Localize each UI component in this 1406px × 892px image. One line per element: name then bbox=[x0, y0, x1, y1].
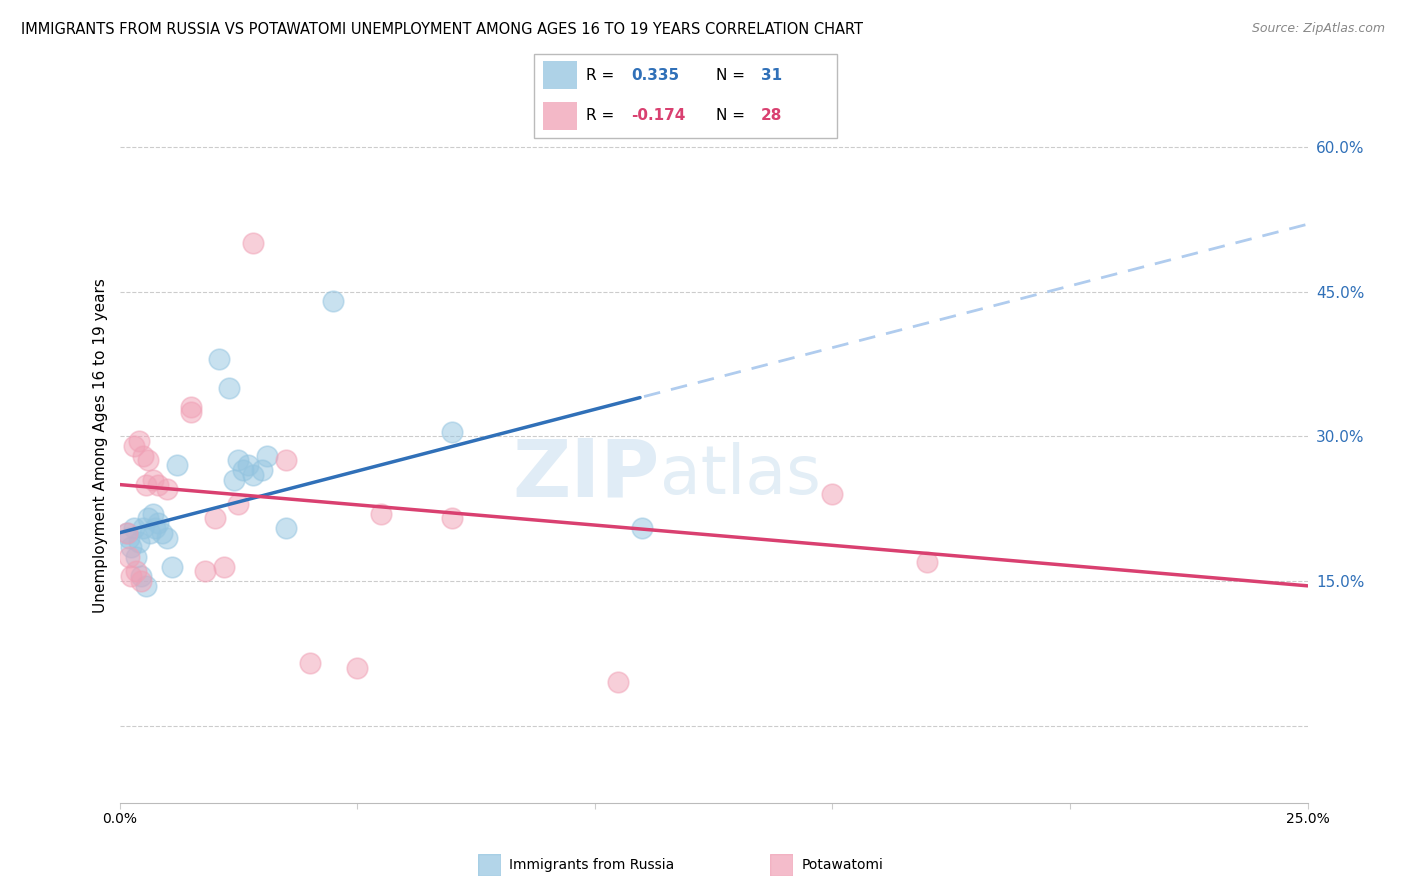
Text: Potawatomi: Potawatomi bbox=[801, 858, 883, 872]
Point bbox=[160, 559, 183, 574]
Text: 31: 31 bbox=[761, 68, 782, 83]
Point bbox=[136, 511, 159, 525]
Text: -0.174: -0.174 bbox=[631, 108, 685, 123]
FancyBboxPatch shape bbox=[534, 54, 837, 138]
Point bbox=[204, 511, 226, 525]
Point bbox=[370, 507, 392, 521]
Point bbox=[208, 352, 231, 367]
Point bbox=[232, 463, 254, 477]
Point bbox=[236, 458, 259, 473]
Point bbox=[139, 525, 162, 540]
Point bbox=[242, 467, 264, 482]
Point bbox=[228, 497, 250, 511]
Point bbox=[441, 511, 464, 525]
Point bbox=[222, 473, 245, 487]
Point bbox=[128, 434, 150, 449]
Point bbox=[322, 294, 344, 309]
Point bbox=[218, 381, 240, 395]
Point bbox=[128, 535, 150, 549]
Point bbox=[122, 439, 145, 453]
Point bbox=[136, 453, 159, 467]
Point bbox=[132, 521, 155, 535]
Point bbox=[120, 541, 142, 555]
Point bbox=[156, 531, 179, 545]
Point bbox=[298, 656, 321, 670]
Bar bbox=[543, 62, 576, 89]
Point bbox=[135, 579, 157, 593]
Point bbox=[146, 477, 169, 491]
Text: 28: 28 bbox=[761, 108, 782, 123]
Bar bbox=[543, 102, 576, 130]
Point bbox=[143, 521, 166, 535]
Text: N =: N = bbox=[716, 108, 749, 123]
Text: atlas: atlas bbox=[659, 442, 821, 508]
Point bbox=[150, 525, 173, 540]
Point bbox=[129, 569, 152, 583]
Text: Source: ZipAtlas.com: Source: ZipAtlas.com bbox=[1251, 22, 1385, 36]
Point bbox=[132, 449, 155, 463]
Point bbox=[115, 525, 138, 540]
Point bbox=[250, 463, 273, 477]
Text: 0.0%: 0.0% bbox=[103, 813, 136, 827]
Point bbox=[441, 425, 464, 439]
Point bbox=[212, 559, 235, 574]
Point bbox=[135, 477, 157, 491]
Point bbox=[115, 525, 138, 540]
Point bbox=[180, 401, 202, 415]
Point bbox=[118, 549, 141, 564]
Point bbox=[156, 483, 179, 497]
Point bbox=[631, 521, 654, 535]
Point bbox=[122, 521, 145, 535]
Text: R =: R = bbox=[586, 108, 619, 123]
Point bbox=[917, 555, 939, 569]
Point bbox=[346, 661, 368, 675]
Point bbox=[146, 516, 169, 530]
Text: R =: R = bbox=[586, 68, 619, 83]
Point bbox=[228, 453, 250, 467]
Point bbox=[118, 531, 141, 545]
Text: 25.0%: 25.0% bbox=[1285, 813, 1330, 827]
Point bbox=[166, 458, 188, 473]
Point bbox=[194, 565, 217, 579]
Point bbox=[256, 449, 278, 463]
Text: Immigrants from Russia: Immigrants from Russia bbox=[509, 858, 675, 872]
Point bbox=[274, 453, 297, 467]
Text: ZIP: ZIP bbox=[513, 435, 659, 514]
Point bbox=[125, 565, 148, 579]
Text: IMMIGRANTS FROM RUSSIA VS POTAWATOMI UNEMPLOYMENT AMONG AGES 16 TO 19 YEARS CORR: IMMIGRANTS FROM RUSSIA VS POTAWATOMI UNE… bbox=[21, 22, 863, 37]
Point bbox=[129, 574, 152, 588]
Point bbox=[142, 507, 165, 521]
Point bbox=[120, 569, 142, 583]
Point bbox=[821, 487, 844, 501]
Point bbox=[180, 405, 202, 419]
Point bbox=[125, 549, 148, 564]
Point bbox=[274, 521, 297, 535]
Text: 0.335: 0.335 bbox=[631, 68, 679, 83]
Point bbox=[142, 473, 165, 487]
Y-axis label: Unemployment Among Ages 16 to 19 years: Unemployment Among Ages 16 to 19 years bbox=[93, 278, 108, 614]
Point bbox=[242, 236, 264, 251]
Point bbox=[607, 675, 630, 690]
Text: N =: N = bbox=[716, 68, 749, 83]
